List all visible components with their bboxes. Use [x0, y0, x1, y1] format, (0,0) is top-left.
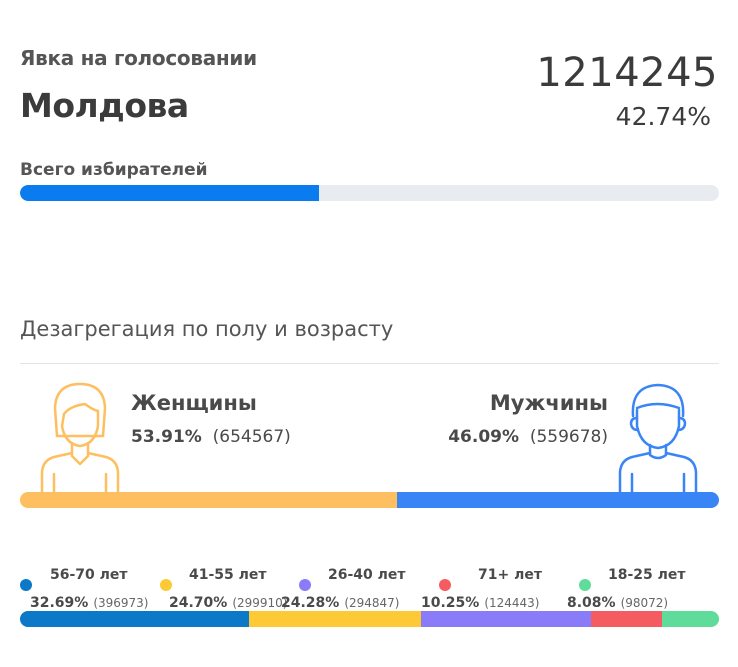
age-legend-count: (124443) — [484, 596, 540, 610]
age-bar-segment — [590, 611, 663, 627]
gender-bar-men — [396, 492, 719, 508]
age-legend-count: (396973) — [93, 596, 149, 610]
page-subtitle: Явка на голосовании — [20, 46, 257, 70]
woman-icon — [40, 382, 120, 494]
total-voters-count: 1214245 — [536, 50, 718, 96]
turnout-progress-fill — [20, 185, 319, 201]
all-voters-label: Всего избирателей — [20, 160, 208, 180]
age-legend-percentage: 24.70% — [169, 595, 228, 611]
women-label: Женщины — [131, 391, 257, 415]
age-legend-value: 8.08% (98072) — [567, 595, 668, 611]
gender-split-bar — [20, 492, 719, 508]
age-legend-label: 41-55 лет — [189, 567, 267, 583]
page-title: Молдова — [20, 86, 189, 125]
men-percentage: 46.09% — [448, 427, 520, 447]
age-bar-segment — [248, 611, 422, 627]
men-stats: 46.09% (559678) — [448, 427, 608, 447]
gender-bar-women — [20, 492, 397, 508]
age-legend-value: 10.25% (124443) — [421, 595, 539, 611]
age-bar-segment — [20, 611, 249, 627]
age-legend-dot — [20, 579, 32, 591]
age-legend-dot — [299, 579, 311, 591]
age-bar-segment — [662, 611, 719, 627]
age-legend-dot — [579, 579, 591, 591]
age-legend-count: (294847) — [344, 596, 400, 610]
men-count: (559678) — [529, 427, 608, 447]
women-percentage: 53.91% — [131, 427, 202, 447]
age-legend-label: 71+ лет — [478, 567, 542, 583]
age-legend-percentage: 24.28% — [281, 595, 340, 611]
age-legend-value: 24.70% (299910) — [169, 595, 287, 611]
age-legend-value: 32.69% (396973) — [30, 595, 148, 611]
age-legend-dot — [439, 579, 451, 591]
age-legend-percentage: 10.25% — [421, 595, 480, 611]
age-legend-percentage: 8.08% — [567, 595, 616, 611]
turnout-percentage: 42.74% — [615, 102, 711, 131]
age-split-bar — [20, 611, 719, 627]
age-legend-dot — [160, 579, 172, 591]
women-count: (654567) — [212, 427, 291, 447]
men-label: Мужчины — [489, 391, 608, 415]
age-legend-count: (299910) — [232, 596, 288, 610]
turnout-progress-bar — [20, 185, 719, 201]
age-legend-label: 18-25 лет — [608, 567, 686, 583]
age-legend-label: 26-40 лет — [328, 567, 406, 583]
age-legend-label: 56-70 лет — [50, 567, 128, 583]
age-legend-value: 24.28% (294847) — [281, 595, 399, 611]
man-icon — [618, 383, 698, 494]
women-stats: 53.91% (654567) — [131, 427, 291, 447]
breakdown-title: Дезагрегация по полу и возрасту — [20, 317, 394, 341]
age-legend-percentage: 32.69% — [30, 595, 89, 611]
section-divider — [20, 363, 719, 364]
age-bar-segment — [421, 611, 591, 627]
age-legend-count: (98072) — [620, 596, 669, 610]
